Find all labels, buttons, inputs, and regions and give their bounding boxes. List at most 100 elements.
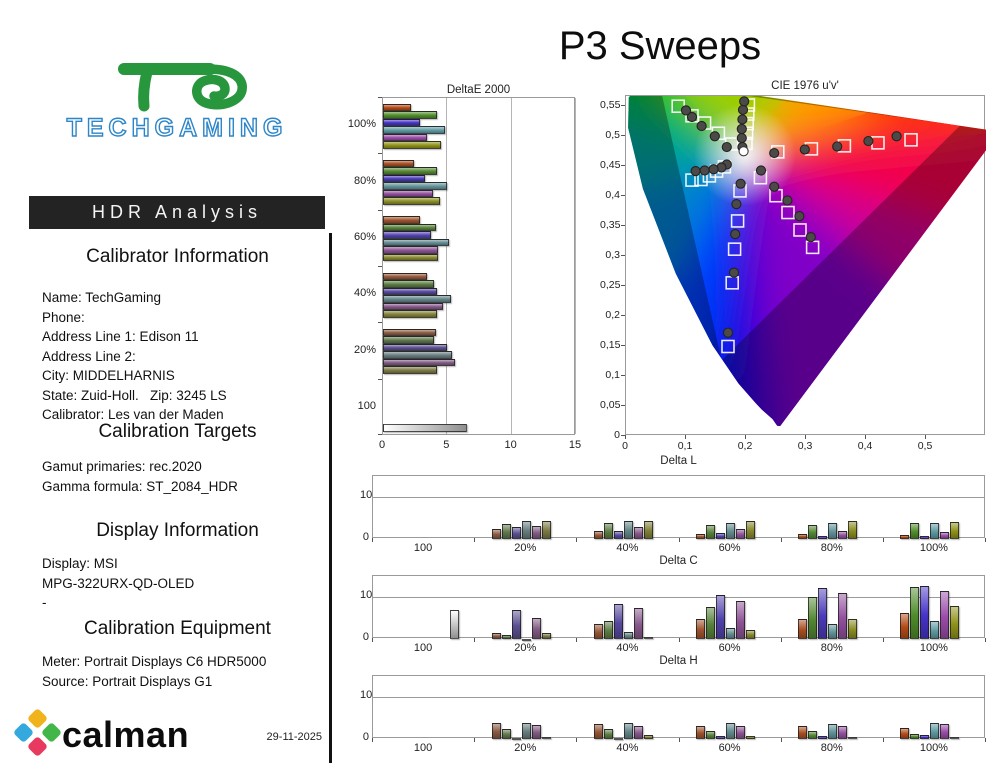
bar-red — [798, 619, 808, 639]
bar-blue — [920, 535, 930, 539]
bar-cyan — [828, 723, 838, 739]
bar-blue — [818, 735, 828, 739]
bar-cyan — [383, 182, 448, 190]
bar-blue — [920, 586, 930, 639]
axis-tick — [780, 638, 782, 642]
y-axis-tick-label: 0,05 — [600, 398, 621, 411]
bar-green — [501, 634, 511, 639]
y-axis-tick-label: 0,15 — [600, 338, 621, 351]
bar-blue — [511, 527, 521, 539]
category-label: 60% — [718, 742, 741, 754]
bar-blue — [716, 595, 726, 639]
bar-blue — [613, 738, 623, 741]
bar-blue — [383, 118, 421, 126]
bar-cyan — [930, 523, 940, 539]
delta-c-chart: Delta C 0 10 100 20% 40% 60% 80% 100% — [360, 555, 994, 655]
axis-tick — [621, 105, 625, 106]
grid-line — [373, 497, 984, 498]
info-line: Phone: — [42, 309, 85, 325]
bar-magenta — [838, 530, 848, 539]
axis-tick — [378, 434, 382, 435]
delta-l-chart: Delta L 0 10 100 20% 40% 60% 80% 100% — [360, 455, 994, 555]
y-axis-tick-label: 0,3 — [605, 248, 620, 261]
measured-point-yellow — [736, 132, 747, 144]
y-axis-tick-label: 0,4 — [605, 188, 620, 201]
y-axis-tick-label: 0,55 — [600, 98, 621, 111]
bar-yellow — [643, 734, 653, 739]
axis-tick — [621, 435, 625, 436]
axis-tick — [576, 638, 578, 642]
measured-point-red — [863, 135, 874, 147]
delta-h-title: Delta H — [659, 655, 698, 667]
axis-tick — [576, 538, 578, 542]
category-label: 100% — [919, 542, 948, 554]
hdr-analysis-label: HDR Analysis — [91, 202, 263, 222]
bar-cyan — [726, 522, 736, 539]
axis-tick — [621, 165, 625, 166]
bar-green — [603, 728, 613, 739]
axis-tick — [378, 97, 382, 98]
y-axis-tick-label: 0 — [362, 731, 369, 743]
measured-point-red — [832, 141, 843, 152]
bar-magenta — [531, 618, 541, 639]
axis-tick — [378, 266, 382, 267]
bar-blue — [383, 287, 438, 295]
bar-yellow — [848, 521, 858, 539]
bar-red — [383, 159, 414, 168]
y-axis-tick-label: 10 — [360, 589, 373, 601]
axis-tick — [372, 738, 373, 742]
info-line: - — [42, 595, 47, 610]
bar-yellow — [541, 737, 551, 740]
axis-tick — [780, 738, 782, 742]
bar-green — [383, 223, 436, 232]
measured-point-magenta — [794, 211, 805, 222]
bar-magenta — [383, 246, 439, 254]
info-line: Gamma formula: ST_2084_HDR — [42, 478, 238, 494]
chromaticity-wedge — [628, 122, 745, 195]
bar-red — [491, 528, 501, 539]
bar-yellow — [383, 310, 438, 318]
bar-magenta — [736, 528, 746, 539]
info-line: Display: MSI — [42, 556, 118, 571]
axis-tick — [678, 538, 680, 542]
measured-point-blue — [722, 327, 734, 338]
category-label: 60% — [718, 542, 741, 554]
calibration-equipment-title: Calibration Equipment — [84, 618, 271, 639]
target-square-blue — [727, 242, 742, 256]
axis-tick — [925, 435, 926, 439]
measured-point-yellow — [736, 123, 747, 135]
bar-magenta — [633, 608, 643, 639]
y-axis-tick-label: 0 — [362, 631, 369, 643]
calman-logo: calman — [14, 709, 189, 756]
deltae-2000-chart: DeltaE 2000 0 5 10 15 100% 80% 60% 40% 20% 100 — [340, 84, 590, 464]
measured-point-yellow — [737, 104, 749, 115]
bar-yellow — [643, 637, 653, 640]
bar-red — [798, 534, 808, 539]
axis-tick — [621, 315, 625, 316]
bar-magenta — [838, 725, 848, 739]
white-point-measured — [738, 146, 749, 157]
bar-blue — [383, 343, 448, 352]
calibration-targets-block: Gamut primaries: rec.2020 Gamma formula: … — [42, 457, 332, 496]
vertical-divider — [329, 233, 332, 763]
bar-green — [603, 523, 613, 539]
axis-tick — [882, 738, 884, 742]
axis-tick — [678, 738, 680, 742]
grid-line — [446, 98, 448, 434]
bar-cyan — [930, 621, 940, 639]
grid-line — [575, 98, 576, 434]
measured-point-red — [891, 131, 902, 142]
x-axis-tick-label: 0 — [378, 439, 386, 451]
hdr-analysis-banner: HDR Analysis — [29, 196, 325, 229]
measured-point-green — [696, 120, 707, 132]
axis-tick — [985, 638, 986, 642]
techgaming-logo: TECHGAMING — [66, 63, 283, 143]
target-square-blue — [721, 339, 735, 354]
y-axis-tick-label: 0 — [614, 428, 620, 441]
bar-red — [593, 530, 603, 539]
axis-tick — [985, 738, 986, 742]
measured-point-red — [799, 144, 810, 155]
bar-cyan — [726, 722, 736, 739]
bar-magenta — [531, 525, 541, 539]
